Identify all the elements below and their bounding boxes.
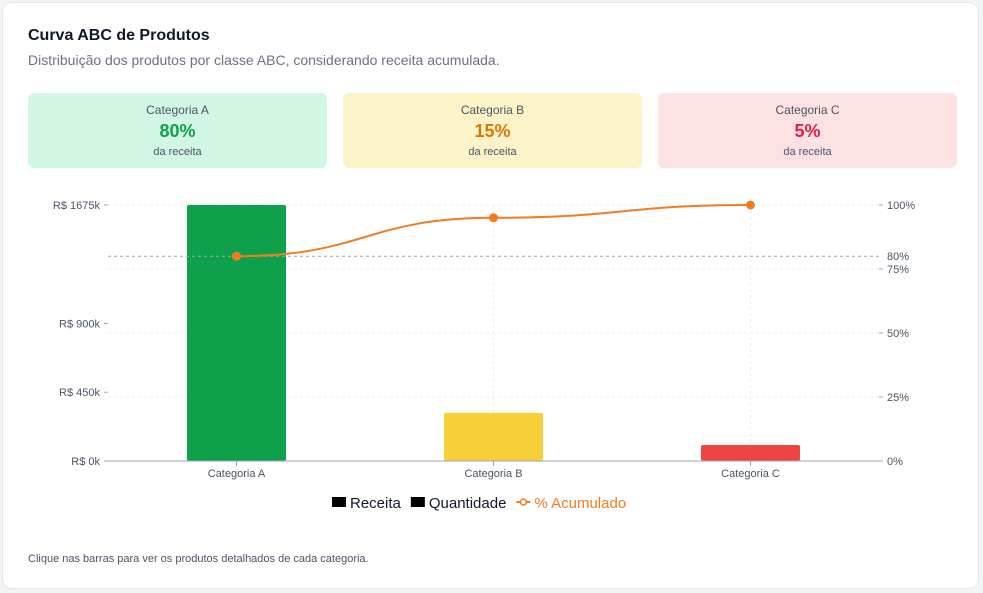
- kpi-label: Categoria C: [775, 103, 840, 117]
- kpi-label: Categoria B: [460, 103, 525, 117]
- y-right-tick-label: 0%: [887, 456, 903, 468]
- abc-chart: R$ 0k R$ 450k R$ 900k R$ 1675k 0% 25% 50% 75% 10…: [53, 200, 915, 512]
- kpi-caption: da receita: [468, 146, 517, 158]
- bar-categoria-b[interactable]: [444, 412, 543, 461]
- x-tick-label: Categoria C: [721, 468, 780, 480]
- y-right-tick-label: 75%: [887, 264, 909, 276]
- kpi-category-c: Categoria C 5% da receita: [658, 93, 957, 168]
- y-right-tick-label: 50%: [887, 328, 909, 340]
- y-left-tick-label: R$ 900k: [59, 318, 100, 330]
- kpi-caption: da receita: [783, 146, 832, 158]
- cumulative-point[interactable]: [489, 213, 498, 223]
- kpi-value: 15%: [474, 121, 511, 141]
- legend-label[interactable]: Quantidade: [429, 495, 507, 512]
- kpi-category-a: Categoria A 80% da receita: [28, 93, 327, 168]
- kpi-value: 80%: [159, 121, 196, 141]
- cumulative-point[interactable]: [746, 200, 755, 210]
- y-right-tick-label: 25%: [887, 392, 909, 404]
- y-left-tick-label: R$ 1675k: [53, 200, 101, 212]
- kpi-value: 5%: [794, 121, 821, 141]
- y-left-tick-label: R$ 450k: [59, 387, 100, 399]
- kpi-caption: da receita: [153, 146, 202, 158]
- bar-categoria-c[interactable]: [701, 444, 800, 461]
- y-left-tick-label: R$ 0k: [71, 456, 100, 468]
- y-right-tick-label: 100%: [887, 200, 915, 212]
- x-tick-label: Categoria B: [464, 468, 522, 480]
- legend-marker-dot: [519, 498, 528, 506]
- legend-label[interactable]: Receita: [350, 495, 402, 512]
- chart-footnote: Clique nas barras para ver os produtos d…: [28, 553, 369, 565]
- legend-label[interactable]: % Acumulado: [534, 495, 626, 512]
- legend-marker-0: [332, 497, 346, 507]
- cumulative-point[interactable]: [232, 251, 241, 261]
- card-title: Curva ABC de Produtos: [28, 27, 210, 44]
- card-subtitle: Distribuição dos produtos por classe ABC…: [28, 52, 500, 68]
- legend-marker-1: [410, 497, 425, 507]
- x-tick-label: Categoria A: [208, 468, 266, 480]
- bar-categoria-a[interactable]: [187, 205, 286, 461]
- kpi-label: Categoria A: [146, 103, 209, 117]
- reference-line-label: 80%: [887, 251, 909, 263]
- kpi-category-b: Categoria B 15% da receita: [343, 93, 642, 168]
